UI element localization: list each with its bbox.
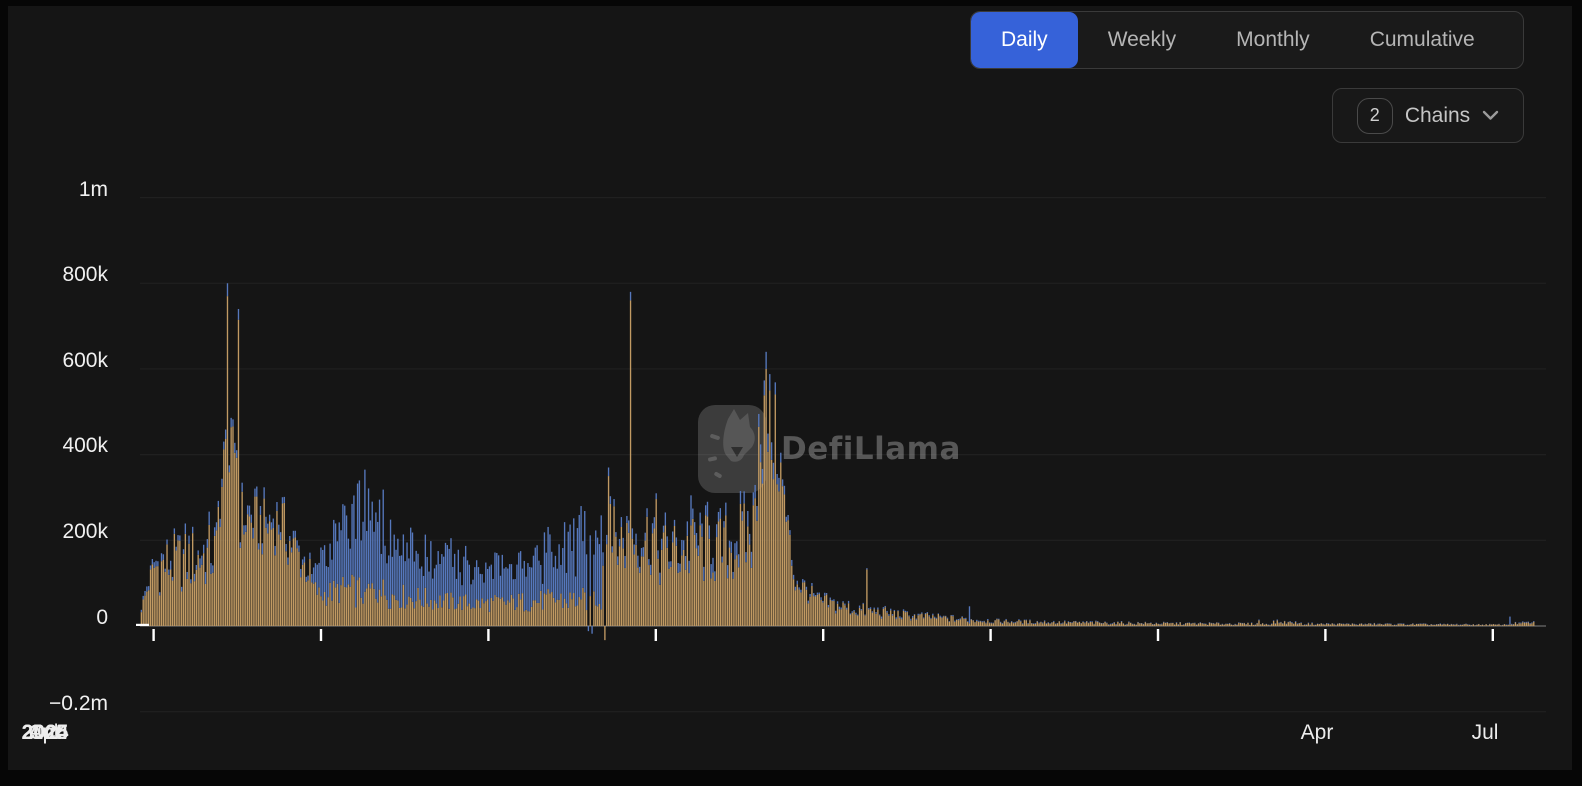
x-tick-jul-2023: Jul [1471,721,1499,744]
chains-label: Chains [1404,103,1471,127]
y-tick-1m: 1m [78,178,108,201]
y-tick-600k: 600k [62,349,108,372]
y-tick-400k: 400k [62,434,108,457]
tab-daily[interactable]: Daily [971,12,1078,68]
x-tick-jul-2024: Jul [31,721,59,744]
interval-tab-bar: Daily Weekly Monthly Cumulative [970,11,1524,69]
x-tick-oct-2023: Oct [28,721,62,744]
tab-monthly[interactable]: Monthly [1236,28,1310,51]
x-tick-oct-2024: Oct [28,721,62,744]
y-tick-neg-02m: −0.2m [49,692,108,715]
x-tick-apr-2024: Apr [28,721,62,744]
tab-weekly[interactable]: Weekly [1107,28,1177,51]
chevron-down-icon [1482,110,1499,120]
chains-count-badge: 2 [1356,97,1393,134]
tab-cumulative[interactable]: Cumulative [1369,28,1475,51]
x-tick-2024: 2024 [21,721,69,744]
x-tick-apr-2025: Apr [28,721,62,744]
x-tick-apr-2023: Apr [1300,721,1334,744]
y-tick-200k: 200k [62,520,108,543]
chains-dropdown-button[interactable]: 2 Chains [1332,88,1524,143]
y-tick-800k: 800k [62,263,108,286]
x-tick-2025: 2025 [21,721,69,744]
y-tick-0: 0 [96,606,108,629]
